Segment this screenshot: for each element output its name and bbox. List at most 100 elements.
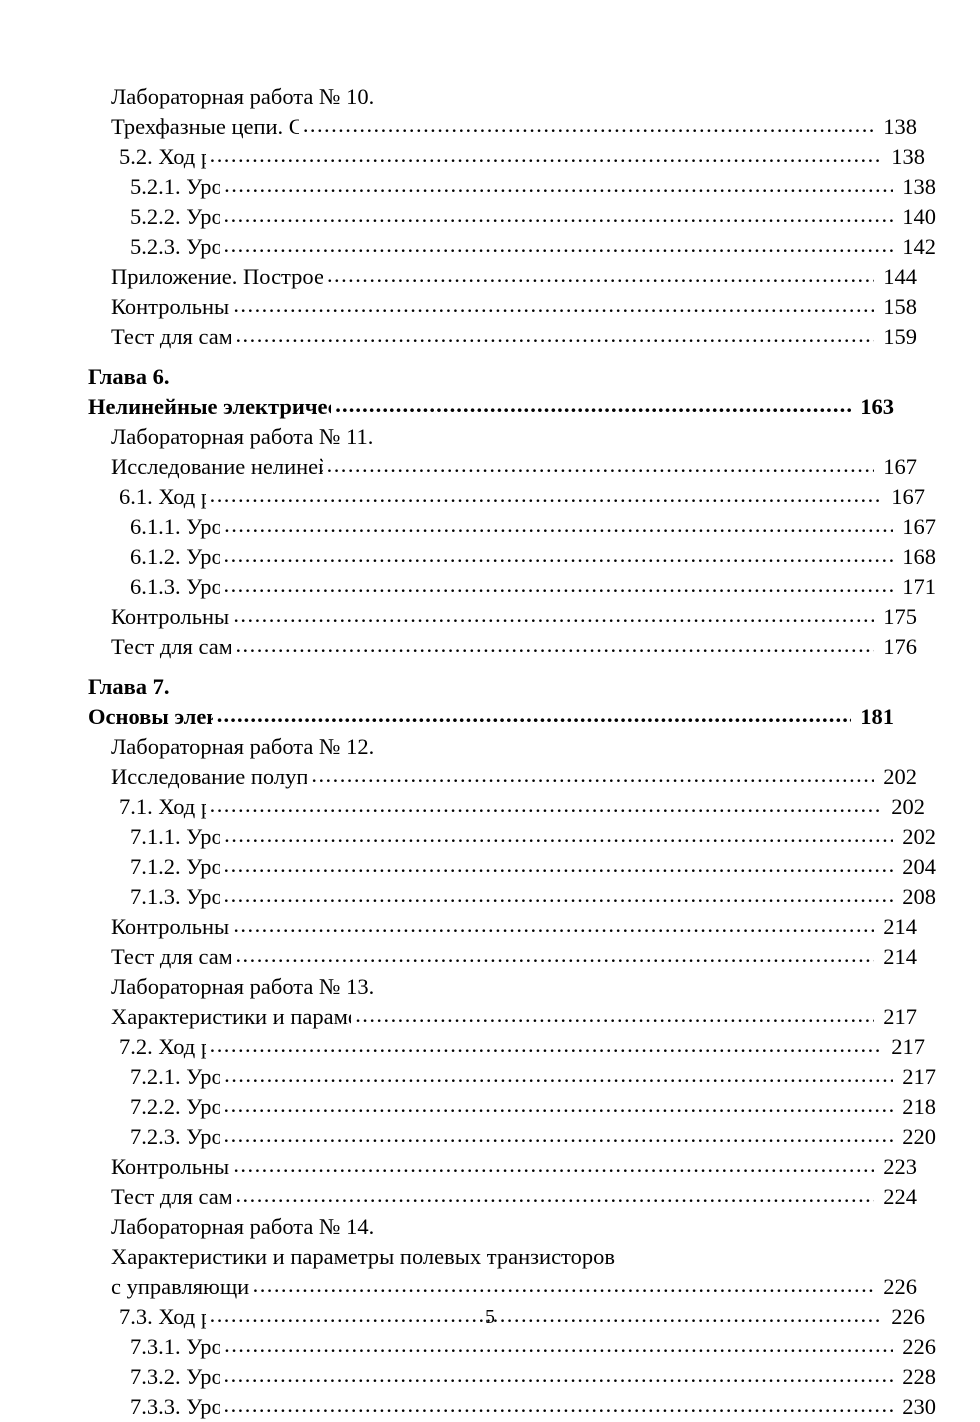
toc-dot-leader — [235, 320, 874, 350]
page-footer: 5 — [0, 1306, 980, 1329]
toc-entry-title: Глава 6. — [88, 364, 170, 389]
toc-dot-leader — [224, 1390, 893, 1420]
toc-entry-row[interactable]: 7.1. Ход работы 202 — [88, 792, 925, 822]
toc-entry-row[interactable]: Контрольные вопросы 223 — [88, 1152, 917, 1182]
toc-dot-leader — [327, 450, 874, 480]
toc-entry-row[interactable]: Исследование нелинейной электрической це… — [88, 452, 917, 482]
toc-entry-row[interactable]: Тест для самоконтроля 214 — [88, 942, 917, 972]
toc-dot-leader — [253, 1270, 874, 1300]
toc-entry-row[interactable]: 7.2. Ход работы 217 — [88, 1032, 925, 1062]
toc-entry-title: 5.2.3. Уровень С — [130, 234, 220, 259]
toc-entry-row[interactable]: с управляющим переходом 226 — [88, 1272, 917, 1302]
toc-entry-page-number: 217 — [902, 1064, 936, 1089]
toc-entry-page-number: 175 — [883, 604, 917, 629]
toc-dot-leader — [224, 230, 893, 260]
toc-entry-row[interactable]: Лабораторная работа № 13. — [88, 972, 917, 1002]
toc-entry-title: Лабораторная работа № 10. — [111, 84, 375, 109]
toc-entry-row[interactable]: Лабораторная работа № 14. — [88, 1212, 917, 1242]
toc-entry-row[interactable]: 5.2.3. Уровень С 142 — [88, 232, 936, 262]
toc-dot-leader — [224, 850, 893, 880]
toc-entry-row[interactable]: 7.3.1. Уровень А 226 — [88, 1332, 936, 1362]
toc-entry-row[interactable]: 7.2.1. Уровень А 217 — [88, 1062, 936, 1092]
toc-entry-title: 5.2. Ход работы — [119, 144, 206, 169]
toc-entry-row[interactable]: Тест для самоконтроля 176 — [88, 632, 917, 662]
toc-entry-page-number: 167 — [891, 484, 925, 509]
toc-chapter-row[interactable]: Основы электроники 181 — [88, 702, 894, 732]
toc-entry-page-number: 140 — [902, 204, 936, 229]
toc-entry-row[interactable]: 6.1.3. Уровень С 171 — [88, 572, 936, 602]
toc-entry-page-number: 217 — [891, 1034, 925, 1059]
toc-entry-page-number: 181 — [860, 704, 894, 729]
toc-entry-row[interactable]: 5.2.1. Уровень А 138 — [88, 172, 936, 202]
toc-entry-row[interactable]: 6.1. Ход работы 167 — [88, 482, 925, 512]
toc-dot-leader — [224, 1090, 893, 1120]
toc-dot-leader — [210, 480, 882, 510]
toc-entry-title: 7.3. Ход работы — [119, 1304, 206, 1329]
toc-entry-title: 7.2.3. Уровень С — [130, 1124, 220, 1149]
toc-dot-leader — [335, 390, 851, 420]
toc-entry-row[interactable]: Исследование полупроводниковых диодов 202 — [88, 762, 917, 792]
toc-entry-title: 7.3.2. Уровень В — [130, 1364, 220, 1389]
toc-entry-title: Исследование нелинейной электрической це… — [111, 454, 323, 479]
toc-entry-row[interactable]: 7.1.2. Уровень В 204 — [88, 852, 936, 882]
toc-entry-page-number: 167 — [883, 454, 917, 479]
toc-entry-row[interactable]: 5.2.2. Уровень В 140 — [88, 202, 936, 232]
toc-entry-title: Основы электроники — [88, 704, 213, 729]
toc-entry-row[interactable]: 6.1.1. Уровень А 167 — [88, 512, 936, 542]
toc-entry-row[interactable]: 6.1.2. Уровень В 168 — [88, 542, 936, 572]
toc-entry-row[interactable]: Характеристики и параметры биполярных тр… — [88, 1002, 917, 1032]
toc-entry-row[interactable]: 7.1.1. Уровень А 202 — [88, 822, 936, 852]
toc-chapter-row[interactable]: Глава 6. — [88, 362, 894, 392]
toc-entry-row[interactable]: 7.3.2. Уровень В 228 — [88, 1362, 936, 1392]
toc-entry-page-number: 202 — [902, 824, 936, 849]
toc-entry-title: 7.1.1. Уровень А — [130, 824, 221, 849]
toc-dot-leader — [235, 1180, 874, 1210]
toc-entry-page-number: 138 — [902, 174, 936, 199]
toc-dot-leader — [210, 140, 882, 170]
toc-entry-row[interactable]: Тест для самоконтроля 224 — [88, 1182, 917, 1212]
toc-entry-row[interactable]: Тест для самоконтроля 159 — [88, 322, 917, 352]
toc-entry-row[interactable]: Контрольные вопросы 214 — [88, 912, 917, 942]
toc-entry-row[interactable]: 7.1.3. Уровень С 208 — [88, 882, 936, 912]
toc-entry-row[interactable]: 7.2.3. Уровень С 220 — [88, 1122, 936, 1152]
toc-entry-title: Лабораторная работа № 14. — [111, 1214, 375, 1239]
toc-entry-row[interactable]: 7.3. Ход работы 226 — [88, 1302, 925, 1332]
toc-entry-row[interactable]: Приложение. Построение векторных диаграм… — [88, 262, 917, 292]
toc-entry-title: Контрольные вопросы — [111, 294, 230, 319]
toc-entry-page-number: 159 — [883, 324, 917, 349]
toc-entry-row[interactable]: Лабораторная работа № 12. — [88, 732, 917, 762]
toc-entry-row[interactable]: 7.3.3. Уровень С 230 — [88, 1392, 936, 1422]
toc-entry-page-number: 218 — [902, 1094, 936, 1119]
toc-entry-page-number: 224 — [883, 1184, 917, 1209]
toc-entry-title: 6.1.3. Уровень С — [130, 574, 220, 599]
toc-entry-title: Нелинейные электрические цепи постоянног… — [88, 394, 331, 419]
toc-entry-row[interactable]: Контрольные вопросы 158 — [88, 292, 917, 322]
toc-entry-title: Тест для самоконтроля — [111, 1184, 232, 1209]
toc-entry-page-number: 138 — [891, 144, 925, 169]
toc-dot-leader — [224, 540, 893, 570]
toc-entry-row[interactable]: Характеристики и параметры полевых транз… — [88, 1242, 917, 1272]
toc-entry-title: Лабораторная работа № 11. — [111, 424, 374, 449]
toc-entry-title: Тест для самоконтроля — [111, 634, 232, 659]
toc-entry-page-number: 220 — [902, 1124, 936, 1149]
toc-entry-row[interactable]: 5.2. Ход работы 138 — [88, 142, 925, 172]
toc-entry-row[interactable]: 7.2.2. Уровень В 218 — [88, 1092, 936, 1122]
toc-chapter-row[interactable]: Глава 7. — [88, 672, 894, 702]
toc-dot-leader — [224, 1330, 893, 1360]
toc-entry-title: Исследование полупроводниковых диодов — [111, 764, 308, 789]
toc-entry-title: с управляющим переходом — [111, 1274, 249, 1299]
toc-entry-title: 7.2.2. Уровень В — [130, 1094, 220, 1119]
toc-entry-page-number: 202 — [883, 764, 917, 789]
toc-entry-row[interactable]: Трехфазные цепи. Схема «треугольник» 138 — [88, 112, 917, 142]
toc-entry-page-number: 226 — [891, 1304, 925, 1329]
toc-entry-page-number: 171 — [902, 574, 936, 599]
toc-chapter-row[interactable]: Нелинейные электрические цепи постоянног… — [88, 392, 894, 422]
toc-entry-row[interactable]: Лабораторная работа № 11. — [88, 422, 917, 452]
toc-entry-row[interactable]: Контрольные вопросы 175 — [88, 602, 917, 632]
toc-entry-title: 5.2.1. Уровень А — [130, 174, 221, 199]
toc-entry-row[interactable]: Лабораторная работа № 10. — [88, 82, 917, 112]
toc-entry-page-number: 223 — [883, 1154, 917, 1179]
toc-entry-title: Лабораторная работа № 13. — [111, 974, 375, 999]
toc-entry-page-number: 168 — [902, 544, 936, 569]
toc-entry-page-number: 144 — [883, 264, 917, 289]
